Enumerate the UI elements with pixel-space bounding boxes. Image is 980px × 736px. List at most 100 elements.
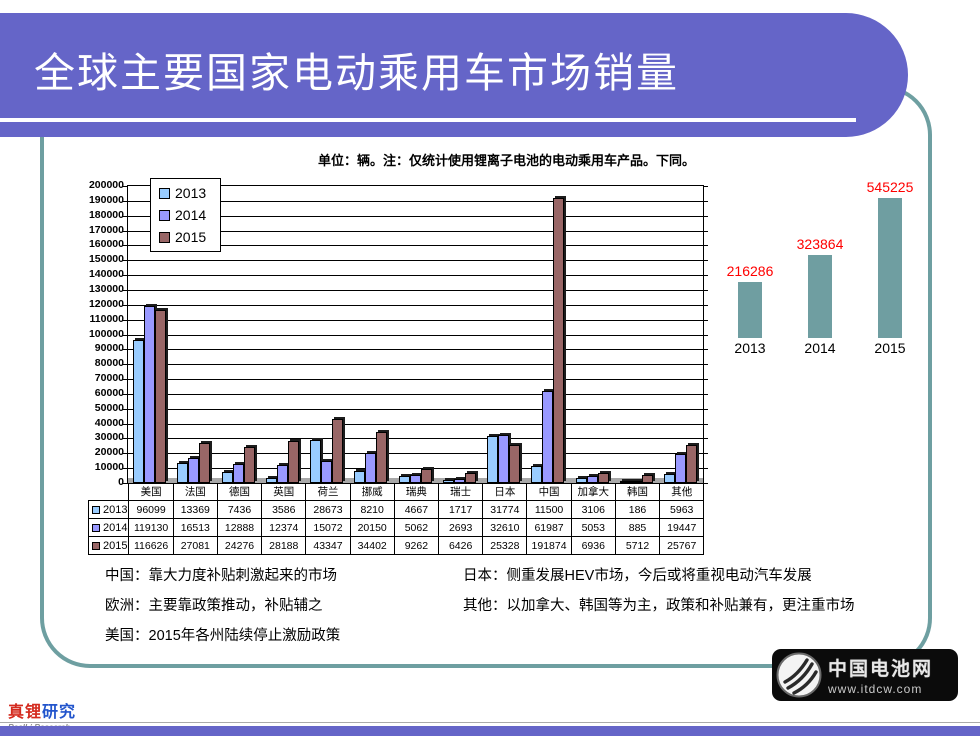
bar-2015-挪威 [376,431,388,483]
table-value-cell: 28188 [261,536,307,555]
bar-2014-美国 [144,306,156,483]
table-value-cell: 116626 [128,536,174,555]
bar-2014-韩国 [630,481,642,483]
table-value-cell: 11500 [526,500,572,519]
table-value-cell: 5712 [614,536,661,555]
bar-2015-中国 [553,198,565,483]
table-value-cell: 7436 [216,500,263,519]
bar-2014-德国 [232,463,244,483]
bar-2015-加拿大 [597,472,609,483]
bar-2013-加拿大 [575,478,587,483]
bar-2013-瑞典 [398,476,410,483]
table-header-cell: 英国 [261,482,307,501]
y-axis-tick [704,304,708,306]
y-axis-tick [704,468,708,470]
sales-by-country-chart: 0 10000 20000 30000 40000 50000 60000 70000 8000… [87,178,718,558]
y-axis-tick [123,438,127,440]
gridline [128,215,703,217]
y-axis-tick-label: 60000 [94,386,124,399]
y-axis-tick [123,186,127,187]
table-value-cell: 16513 [172,518,218,537]
bar-2014-中国 [542,390,554,483]
total-year-label-2014: 2014 [804,340,836,356]
table-row-2013: 2013 96099 13369 7436 3586 28673 8210 4667 1717 3… [87,500,705,519]
table-row-2015: 2015 116626 27081 24276 28188 43347 34402 9262 6… [87,536,705,555]
gridline [128,334,703,336]
table-value-cell: 5053 [570,518,616,537]
y-axis-tick [704,230,708,232]
total-value-label-2015: 545225 [866,179,914,195]
y-axis-tick [123,423,127,425]
bar-2015-荷兰 [332,418,344,483]
y-axis-tick-label: 0 [118,476,124,488]
annotation-line-right-1: 日本：侧重发展HEV市场，今后或将重视电动汽车发展 [463,568,812,584]
total-bar-2015 [878,198,902,338]
y-axis-tick [704,453,708,455]
table-key-cell-2013: 2013 [87,500,130,519]
bar-2013-法国 [177,463,189,483]
table-key-swatch-2014 [92,523,100,532]
bar-2013-其他 [663,474,675,483]
y-axis-tick [123,289,127,291]
y-axis-tick [704,186,708,187]
page-title: 全球主要国家电动乘用车市场销量 [34,50,679,96]
legend-label: 2013 [175,185,207,201]
bar-2014-加拿大 [586,475,598,483]
y-axis-tick [123,275,127,277]
table-header-cell: 瑞典 [393,482,440,501]
table-value-cell: 186 [614,500,661,519]
table-value-cell: 15072 [305,518,351,537]
y-axis-tick-label: 140000 [88,268,124,281]
title-underline [0,118,856,122]
y-axis-tick [704,200,708,202]
gridline [128,230,703,232]
y-axis-tick-label: 50000 [94,401,124,414]
table-value-cell: 34402 [349,536,395,555]
table-header-cell: 德国 [216,482,263,501]
y-axis-tick-label: 20000 [94,446,124,459]
battery-site-emblem-icon [776,652,822,698]
total-value-label-2014: 323864 [796,235,844,252]
gridline [128,245,703,247]
total-bar-2013 [738,282,762,338]
bar-2015-德国 [243,446,255,483]
bar-2014-瑞典 [409,475,421,483]
y-axis-tick [123,319,127,321]
bar-2014-其他 [674,454,686,483]
y-axis-tick [704,260,708,262]
bar-2013-荷兰 [310,440,322,483]
y-axis-tick [123,453,127,455]
gridline [128,379,703,381]
y-axis-tick-label: 130000 [88,282,124,295]
y-axis-tick-label: 40000 [94,416,124,429]
table-header-cell: 挪威 [349,482,395,501]
table-value-cell: 20150 [349,518,395,537]
table-value-cell: 191874 [526,536,572,555]
y-axis-tick-label: 200000 [88,179,124,191]
chart-data-table: 美国 法国 德国 英国 荷兰 挪威 瑞典 瑞士 日本 中国 加拿大 韩国 其他 2013 96099 1336… [87,482,705,555]
gridline [128,453,703,455]
gridline [128,364,703,366]
annotation-line-left-3: 美国：2015年各州陆续停止激励政策 [105,628,341,644]
total-year-label-2013: 2013 [734,340,766,356]
y-axis-tick-label: 10000 [94,461,124,474]
y-axis-tick-label: 170000 [88,223,124,236]
table-value-cell: 3586 [261,500,307,519]
battery-site-logo: 中国电池网 www.itdcw.com [772,649,958,701]
legend-item-2013: 2013 [159,185,206,201]
table-corner-cell [88,482,130,501]
bar-2013-韩国 [619,481,631,483]
table-value-cell: 96099 [128,500,174,519]
total-sales-chart: 216286 2013 323864 2014 545225 2015 [715,178,935,363]
y-axis-tick [123,260,127,262]
unit-note: 单位：辆。注：仅统计使用锂离子电池的电动乘用车产品。下同。 [318,153,696,168]
realli-logo-text: 真锂研究 [8,698,76,722]
total-bar-2014 [808,254,832,338]
table-header-cell: 法国 [172,482,218,501]
bar-2013-中国 [531,465,543,483]
legend-swatch-2013 [159,187,170,199]
bar-2013-德国 [221,471,233,483]
realli-logo-char: 真 [8,704,26,721]
bar-2015-美国 [155,309,167,483]
y-axis-tick [704,215,708,217]
